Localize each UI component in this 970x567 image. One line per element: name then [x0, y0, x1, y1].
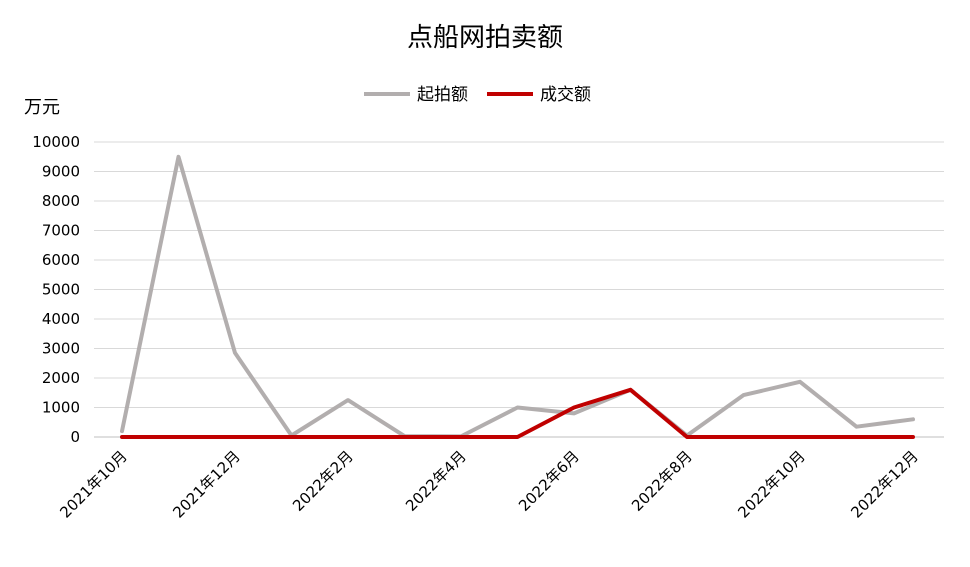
x-tick-label: 2022年12月	[847, 447, 921, 521]
legend-label-series-1: 起拍额	[417, 85, 468, 105]
y-tick-label: 1000	[42, 399, 80, 417]
y-tick-label: 10000	[32, 133, 80, 151]
y-tick-label: 3000	[42, 340, 80, 358]
x-tick-label: 2021年12月	[169, 447, 243, 521]
y-tick-label: 7000	[42, 222, 80, 240]
y-tick-label: 8000	[42, 192, 80, 210]
series-line-1	[120, 154, 915, 439]
x-tick-label: 2022年10月	[734, 447, 808, 521]
y-tick-label: 6000	[42, 251, 80, 269]
chart-title: 点船网拍卖额	[407, 23, 563, 53]
legend-label-series-2: 成交额	[540, 85, 591, 105]
y-tick-label: 9000	[42, 163, 80, 181]
y-tick-label: 2000	[42, 369, 80, 387]
legend: 起拍额 成交额	[364, 85, 591, 105]
y-tick-label: 5000	[42, 281, 80, 299]
y-tick-label: 4000	[42, 310, 80, 328]
x-tick-labels: 2021年10月 2021年12月 2022年2月 2022年4月 2022年6月 202…	[56, 447, 921, 521]
y-axis-unit: 万元	[24, 97, 60, 118]
x-tick-label: 2022年2月	[289, 447, 357, 515]
x-tick-label: 2022年6月	[515, 447, 583, 515]
series-line-2	[120, 387, 915, 439]
x-tick-label: 2022年4月	[402, 447, 470, 515]
x-tick-label: 2021年10月	[56, 447, 130, 521]
y-tick-label: 0	[70, 428, 80, 446]
series-lines	[120, 154, 915, 439]
x-tick-label: 2022年8月	[628, 447, 696, 515]
y-tick-labels: 0 1000 2000 3000 4000 5000 6000 7000 8000 9000 100…	[32, 133, 80, 446]
